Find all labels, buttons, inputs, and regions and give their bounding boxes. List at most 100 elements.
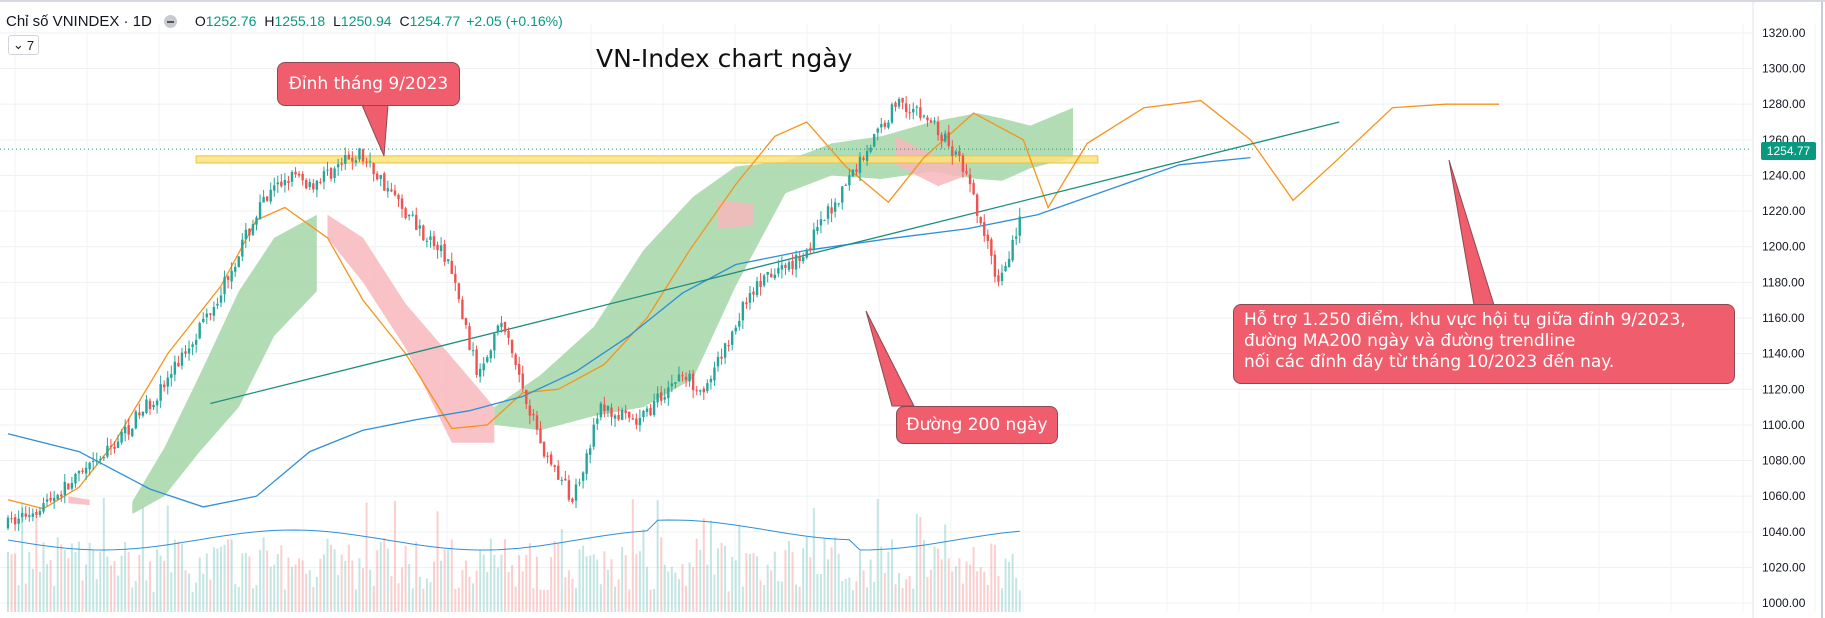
volume-bar-205 [734,560,737,612]
candle-body-235 [841,186,844,203]
volume-bars [7,497,1021,612]
candle-body-171 [613,415,617,419]
candle-body-20 [77,470,81,474]
candle-body-280 [1000,272,1004,282]
volume-bar-221 [791,552,794,612]
candle-body-239 [855,169,858,172]
candle-body-46 [170,374,173,378]
indicators-toggle-button[interactable]: ⌄ 7 [8,35,39,55]
candle-body-140 [503,321,507,332]
ma200-line [7,156,1251,508]
volume-bar-75 [273,564,276,612]
volume-bar-238 [851,590,854,612]
volume-bar-149 [535,556,538,612]
candle-body-118 [425,240,429,242]
volume-bar-206 [738,524,741,612]
candle-body-58 [212,306,216,316]
cloud-bear-2 [718,200,754,229]
open-label: O [194,13,206,29]
volume-bar-265 [947,558,950,612]
volume-bar-192 [688,562,691,612]
candle-body-169 [606,405,610,411]
volume-bar-281 [1004,558,1007,612]
candle-body-265 [947,132,950,147]
volume-bar-159 [571,578,574,612]
candle-body-52 [191,344,194,348]
volume-bar-165 [592,554,595,612]
volume-bar-56 [205,553,208,612]
y-tick-label-1: 1300.00 [1762,62,1806,76]
candle-body-200 [716,356,720,367]
candle-body-122 [439,245,443,252]
volume-bar-183 [656,500,659,612]
collapse-legend-icon[interactable] [163,14,177,28]
candle-body-54 [198,323,201,339]
candle-body-178 [638,417,642,426]
candle-body-2 [13,517,17,525]
candle-body-102 [368,161,372,163]
candle-body-13 [52,497,56,502]
volume-bar-197 [706,564,709,612]
y-tick-label-5: 1220.00 [1762,204,1806,218]
candle-body-6 [28,515,31,517]
y-tick-label-0: 1320.00 [1762,26,1806,40]
volume-bar-85 [308,570,311,612]
volume-bar-145 [521,571,524,612]
candle-body-56 [205,313,208,318]
volume-bar-241 [862,570,865,612]
volume-bar-150 [539,589,542,612]
candle-body-215 [770,273,773,278]
candle-body-124 [447,259,450,262]
volume-bar-14 [56,537,59,612]
candle-body-83 [301,173,304,181]
candle-body-281 [1004,265,1007,272]
candle-body-179 [642,410,645,418]
chart-title: VN-Index chart ngày [596,44,853,73]
candle-body-267 [954,151,958,155]
volume-bar-219 [784,550,787,612]
volume-bar-6 [28,551,31,612]
candle-body-65 [237,256,240,268]
candle-body-264 [944,133,947,142]
y-tick-label-14: 1040.00 [1762,525,1806,539]
volume-bar-229 [819,574,822,612]
volume-bar-214 [766,564,769,612]
candle-body-252 [901,97,904,103]
candle-body-12 [49,497,52,501]
candle-body-227 [812,229,816,250]
candle-body-89 [322,171,326,182]
candle-body-273 [975,194,979,216]
volume-bar-264 [944,524,947,612]
candle-body-229 [819,219,823,226]
volume-bar-168 [603,551,606,612]
volume-bar-50 [184,570,187,612]
volume-bar-100 [362,568,364,612]
volume-bar-190 [681,564,684,612]
candle-body-94 [340,163,343,165]
candle-body-47 [173,361,177,375]
volume-bar-284 [1015,578,1018,612]
volume-bar-88 [319,558,322,612]
candle-body-225 [805,249,808,258]
volume-bar-245 [876,499,879,612]
volume-bar-139 [500,554,503,612]
candle-body-22 [84,467,88,474]
candle-body-117 [422,225,425,241]
candle-body-110 [397,194,400,200]
candle-body-221 [791,260,794,269]
volume-bar-20 [78,541,80,612]
volume-bar-74 [269,566,272,612]
candle-body-223 [798,256,801,262]
close-label: C [399,13,410,29]
volume-bar-8 [35,515,38,612]
cloud-bear-1 [327,214,495,443]
volume-bar-273 [976,571,979,612]
candle-body-92 [333,168,336,179]
y-tick-label-10: 1120.00 [1762,382,1805,396]
symbol-name[interactable]: Chỉ số VNINDEX · 1D [6,12,152,30]
volume-bar-193 [692,567,695,612]
candle-body-282 [1007,258,1011,268]
volume-bar-212 [759,580,762,612]
candle-body-167 [599,403,603,418]
volume-bar-200 [717,548,719,612]
